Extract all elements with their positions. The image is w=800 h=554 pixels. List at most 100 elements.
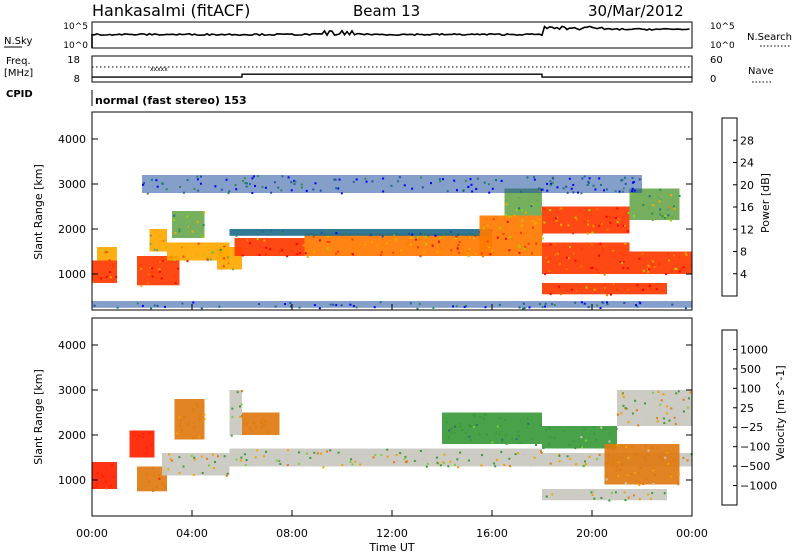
power-speckle [549,293,552,296]
cpid-value: normal (fast stereo) 153 [95,94,247,107]
power-speckle [136,302,139,305]
x-tick-label: 00:00 [676,527,708,540]
power-speckle [420,176,423,179]
velocity-speckle [664,456,667,459]
power-speckle [196,220,199,223]
power-speckle [142,183,145,186]
power-speckle [349,303,352,306]
velocity-speckle [469,425,471,428]
power-speckle [103,249,106,252]
power-speckle [104,251,107,254]
power-speckle [558,285,560,288]
velocity-speckle [638,472,641,475]
power-speckle [598,177,601,180]
velocity-speckle [240,456,243,459]
velocity-speckle [92,487,95,489]
power-speckle [109,271,112,273]
velocity-speckle [493,462,495,465]
velocity-speckle [666,412,668,415]
velocity-speckle [470,425,473,428]
velocity-speckle [179,419,182,422]
power-speckle [199,182,202,185]
power-speckle [352,305,355,308]
power-speckle [657,263,660,265]
power-speckle [182,191,185,194]
power-speckle [227,192,230,195]
power-speckle [672,205,675,208]
power-region-10 [479,215,542,256]
power-speckle [246,182,248,185]
velocity-speckle [245,459,248,462]
power-speckle [642,204,645,207]
power-ytick-label: 4000 [58,133,86,146]
velocity-speckle [396,459,399,461]
power-speckle [320,231,323,234]
velocity-speckle [663,455,666,457]
power-speckle [475,188,478,190]
power-speckle [592,184,595,187]
velocity-speckle [178,472,181,475]
power-speckle [522,302,525,305]
power-region-9 [229,229,492,236]
velocity-speckle [453,431,456,434]
power-speckle [647,264,650,267]
velocity-speckle [245,423,248,426]
velocity-speckle [519,419,522,422]
velocity-speckle [495,431,498,434]
power-speckle [624,226,627,229]
power-speckle [544,302,547,305]
velocity-speckle [254,456,257,459]
power-speckle [617,224,619,227]
power-speckle [604,283,607,286]
velocity-speckle [686,406,689,409]
power-speckle [112,263,115,266]
power-speckle [606,294,608,297]
power-speckle [538,303,541,305]
velocity-speckle [645,414,648,417]
velocity-speckle [646,418,649,421]
velocity-speckle [504,434,507,437]
power-speckle [484,306,487,309]
power-speckle [491,249,493,252]
power-speckle [533,178,536,181]
velocity-speckle [635,409,638,412]
velocity-speckle [630,473,633,475]
power-speckle [682,266,685,269]
velocity-speckle [448,437,451,440]
velocity-speckle [136,438,139,441]
power-speckle [549,180,552,183]
velocity-speckle [316,452,319,455]
power-speckle [335,232,338,235]
velocity-speckle [651,446,653,449]
power-speckle [352,247,355,250]
velocity-speckle [486,433,488,436]
velocity-speckle [505,442,508,445]
power-speckle [626,230,629,233]
power-speckle [249,183,251,186]
velocity-speckle [625,446,627,448]
velocity-speckle [631,412,634,415]
power-cbar-tick-label: 28 [740,134,754,147]
power-speckle [100,277,103,280]
velocity-speckle [445,421,448,424]
velocity-speckle [141,432,144,435]
power-speckle [575,218,578,221]
power-speckle [298,306,301,309]
power-speckle [587,306,590,309]
velocity-speckle [500,451,503,454]
power-speckle [633,189,636,192]
power-speckle [328,229,331,232]
power-speckle [173,214,176,217]
power-speckle [161,182,164,185]
power-speckle [531,203,534,206]
freq-line [92,73,692,78]
x-tick-label: 16:00 [476,527,508,540]
velocity-speckle [620,444,623,447]
power-speckle [421,186,424,189]
power-speckle [192,301,195,304]
power-speckle [624,176,626,179]
velocity-speckle [606,454,609,457]
velocity-speckle [613,457,616,460]
velocity-speckle [496,425,499,428]
power-speckle [411,187,414,190]
